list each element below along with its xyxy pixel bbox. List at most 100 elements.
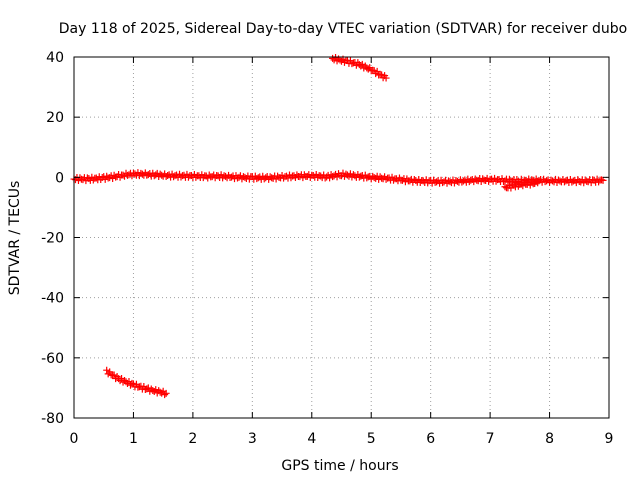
y-tick-label: 40 (46, 50, 64, 66)
data-point (446, 178, 454, 186)
data-point (339, 169, 347, 177)
chart-title: Day 118 of 2025, Sidereal Day-to-day VTE… (59, 21, 627, 37)
data-point (388, 173, 396, 181)
data-point (373, 67, 381, 75)
data-point (526, 181, 534, 189)
data-point (333, 173, 341, 181)
data-point (459, 177, 467, 185)
data-point (343, 171, 351, 179)
data-point (198, 171, 206, 179)
data-point (355, 173, 363, 181)
x-tick-label: 1 (129, 431, 138, 447)
data-point (330, 172, 338, 180)
y-tick-label: -20 (41, 231, 64, 247)
x-tick-label: 9 (605, 431, 614, 447)
data-point (549, 177, 557, 185)
data-point (452, 176, 460, 184)
x-tick-label: 8 (545, 431, 554, 447)
data-point (144, 384, 152, 392)
data-point (228, 173, 236, 181)
data-point (462, 178, 470, 186)
data-point (121, 376, 129, 384)
series-dip-segment (501, 178, 542, 192)
data-point (370, 67, 378, 75)
data-point (329, 54, 337, 62)
data-point (208, 173, 216, 181)
data-point (422, 176, 430, 184)
x-tick-label: 3 (248, 431, 257, 447)
y-tick-label: 0 (55, 170, 64, 186)
data-point (125, 171, 133, 179)
data-series (70, 54, 607, 399)
data-point (171, 172, 179, 180)
data-point (501, 183, 509, 191)
x-tick-label: 6 (426, 431, 435, 447)
x-axis-label: GPS time / hours (281, 458, 398, 474)
data-point (103, 366, 111, 374)
x-tick-label: 0 (70, 431, 79, 447)
data-point (363, 174, 371, 182)
y-tick-label: 20 (46, 110, 64, 126)
data-point (562, 177, 570, 185)
data-point (156, 388, 164, 396)
data-point (106, 368, 114, 376)
data-point (346, 170, 354, 178)
data-point (382, 175, 390, 183)
data-point (254, 174, 262, 182)
series-lower-arc (103, 366, 170, 399)
data-point (336, 56, 344, 64)
data-point (433, 178, 441, 186)
data-point (121, 172, 129, 180)
x-axis-ticks: 0 1 2 3 4 5 6 7 8 9 (70, 57, 614, 447)
data-point (214, 172, 222, 180)
data-point (445, 177, 452, 185)
gridlines (74, 57, 609, 418)
data-point (483, 174, 491, 182)
data-point (323, 173, 331, 181)
data-point (382, 74, 390, 82)
data-point (244, 172, 252, 180)
y-axis-ticks: 40 20 0 -20 -40 -60 -80 (41, 50, 609, 427)
data-point (415, 175, 423, 183)
x-tick-label: 7 (486, 431, 495, 447)
data-point (262, 174, 270, 182)
data-point (519, 182, 527, 190)
series-upper-arc (329, 54, 390, 82)
data-point (131, 170, 139, 178)
data-point (317, 172, 325, 180)
data-point (161, 391, 169, 399)
data-point (534, 179, 542, 187)
data-point (162, 389, 170, 397)
data-point (332, 54, 340, 62)
x-tick-label: 5 (367, 431, 376, 447)
data-point (204, 174, 212, 182)
data-point (419, 177, 427, 185)
x-tick-label: 2 (188, 431, 197, 447)
data-point (134, 169, 142, 177)
series-main-band (70, 169, 607, 187)
data-point (453, 177, 461, 185)
data-point (241, 173, 249, 181)
data-point (138, 170, 146, 178)
data-point (110, 371, 118, 379)
data-point (532, 178, 540, 186)
data-point (326, 174, 334, 182)
data-point (92, 174, 100, 182)
data-point (348, 60, 356, 68)
data-point (599, 176, 607, 184)
data-point (467, 176, 475, 184)
data-point (274, 172, 282, 180)
data-point (101, 175, 109, 183)
x-tick-label: 4 (307, 431, 316, 447)
data-point (312, 171, 320, 179)
data-point (543, 177, 551, 185)
y-tick-label: -60 (41, 351, 64, 367)
data-point (440, 178, 448, 186)
data-point (158, 171, 166, 179)
data-point (236, 172, 244, 180)
data-point (152, 386, 160, 394)
y-axis-label: SDTVAR / TECUs (7, 181, 23, 296)
data-point (109, 174, 117, 182)
data-point (141, 386, 149, 394)
